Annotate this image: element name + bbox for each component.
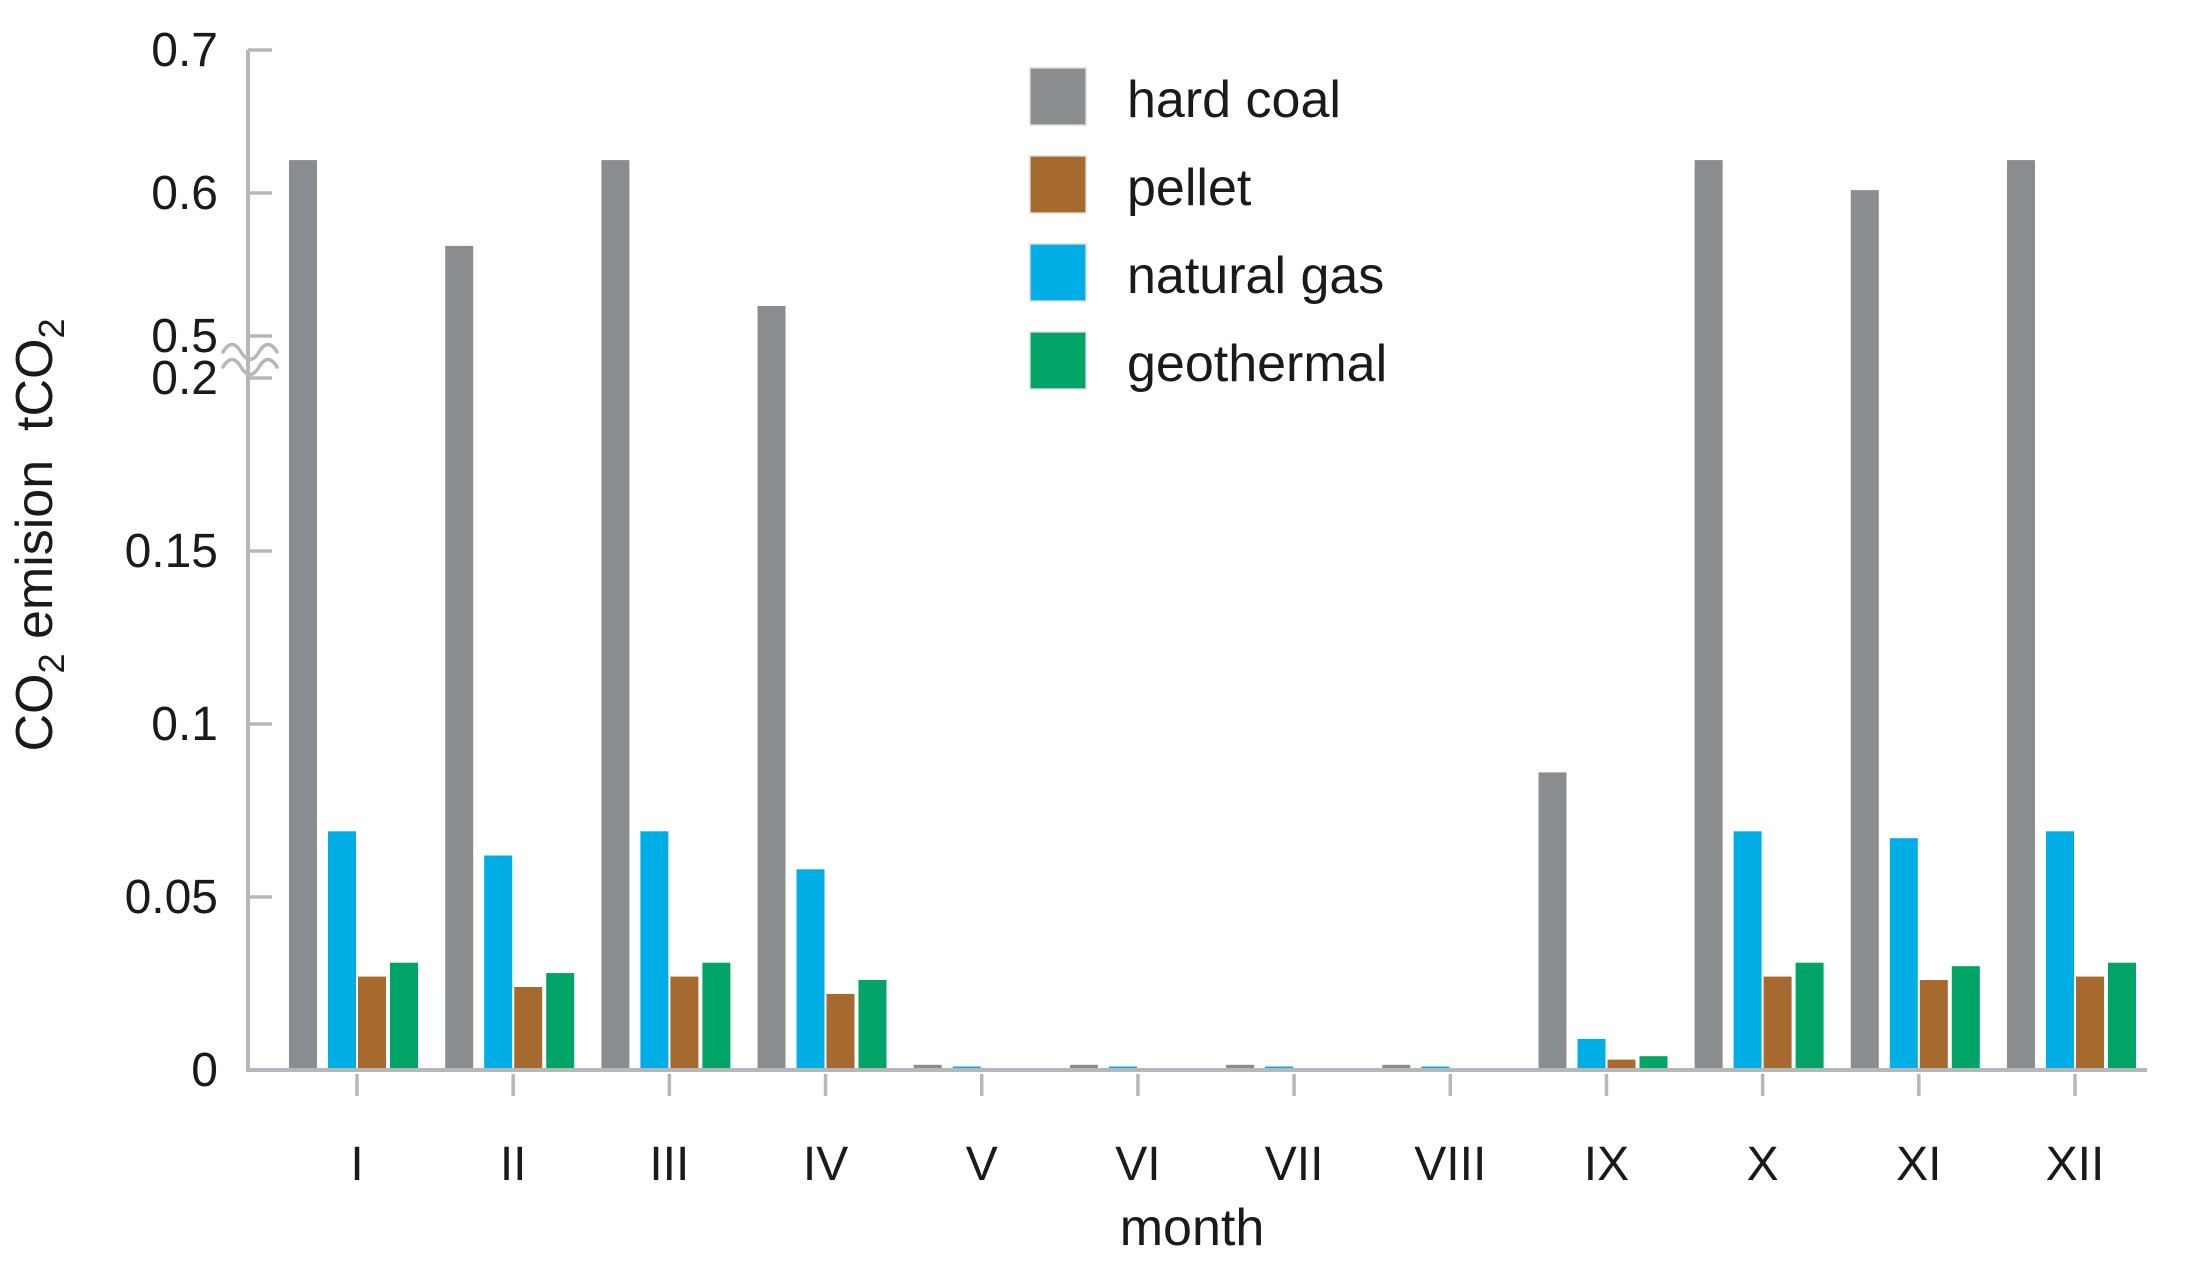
bar-pellet-XII — [2076, 976, 2104, 1072]
legend-swatch-hard-coal — [1029, 67, 1087, 126]
x-tick-label-XII: XII — [2046, 1138, 2105, 1191]
legend-label-pellet: pellet — [1127, 159, 1252, 217]
bar-natural-gas-XII — [2046, 831, 2074, 1072]
bar-geothermal-II — [546, 973, 575, 1072]
x-tick-label-I: I — [350, 1138, 363, 1191]
bar-hard-coal-I — [289, 160, 317, 1073]
y-tick-label-0.6: 0.6 — [151, 167, 218, 220]
x-axis-title: month — [1120, 1199, 1265, 1257]
legend: hard coal pellet natural gas geothermal — [1029, 67, 1387, 393]
legend-swatch-pellet — [1029, 155, 1087, 214]
bar-natural-gas-XI — [1889, 838, 1918, 1072]
axis-break-wave-1 — [221, 342, 279, 362]
x-tick-label-X: X — [1747, 1138, 1779, 1191]
legend-swatch-geothermal — [1029, 331, 1087, 390]
y-tick-label-0.5: 0.5 — [151, 310, 218, 363]
bar-geothermal-III — [702, 962, 731, 1072]
bar-natural-gas-IV — [796, 869, 825, 1072]
bar-hard-coal-IV — [757, 306, 786, 1072]
bars-layer — [289, 160, 2136, 1073]
tick-label-layer: 00.050.10.150.20.50.60.7I II III IV V VI VII VI… — [125, 24, 2105, 1191]
bar-geothermal-X — [1795, 962, 1824, 1072]
y-axis-title: CO2 emision tCO2 — [6, 318, 72, 751]
legend-item-natural-gas: natural gas — [1029, 243, 1384, 305]
y-tick-label-0.7: 0.7 — [151, 24, 218, 77]
bar-hard-coal-X — [1694, 160, 1723, 1073]
bar-pellet-X — [1763, 976, 1792, 1072]
y-tick-label-0.05: 0.05 — [125, 871, 218, 924]
x-tick-label-VIII: VIII — [1414, 1138, 1486, 1191]
y-tick-label-0.15: 0.15 — [125, 525, 218, 578]
bar-pellet-II — [514, 987, 543, 1072]
legend-label-hard-coal: hard coal — [1127, 71, 1341, 129]
legend-label-geothermal: geothermal — [1127, 335, 1387, 393]
bar-geothermal-I — [390, 962, 418, 1072]
bar-natural-gas-IX — [1577, 1038, 1606, 1072]
x-tick-label-III: III — [649, 1138, 689, 1191]
bar-pellet-III — [670, 976, 699, 1072]
bar-natural-gas-III — [640, 831, 669, 1072]
y-tick-label-0.1: 0.1 — [151, 698, 218, 751]
x-tick-label-IV: IV — [803, 1138, 848, 1191]
axis-layer — [221, 48, 2147, 1096]
legend-label-natural-gas: natural gas — [1127, 247, 1384, 305]
bar-natural-gas-X — [1733, 831, 1762, 1072]
bar-natural-gas-I — [328, 831, 356, 1072]
bar-geothermal-XII — [2108, 962, 2136, 1072]
bar-hard-coal-XI — [1850, 190, 1879, 1073]
bar-hard-coal-IX — [1538, 772, 1567, 1072]
bar-pellet-XI — [1919, 980, 1948, 1072]
bar-hard-coal-II — [445, 245, 474, 1072]
x-tick-label-V: V — [966, 1138, 998, 1191]
y-tick-label-0.2: 0.2 — [151, 352, 218, 405]
bar-natural-gas-II — [484, 855, 513, 1072]
legend-item-pellet: pellet — [1029, 155, 1252, 217]
legend-item-hard-coal: hard coal — [1029, 67, 1341, 129]
y-tick-label-0: 0 — [191, 1044, 218, 1097]
x-tick-label-IX: IX — [1584, 1138, 1629, 1191]
bar-hard-coal-XII — [2007, 160, 2035, 1073]
legend-swatch-natural-gas — [1029, 243, 1087, 302]
bar-geothermal-XI — [1951, 966, 1980, 1072]
bar-geothermal-IV — [858, 980, 887, 1072]
bar-hard-coal-III — [601, 160, 630, 1073]
bar-pellet-IV — [826, 993, 855, 1072]
x-tick-label-XI: XI — [1896, 1138, 1941, 1191]
x-tick-label-VI: VI — [1115, 1138, 1160, 1191]
axis-break-wave-2 — [221, 357, 279, 377]
bar-pellet-I — [358, 976, 386, 1072]
x-tick-label-VII: VII — [1265, 1138, 1324, 1191]
x-tick-label-II: II — [500, 1138, 527, 1191]
legend-item-geothermal: geothermal — [1029, 331, 1387, 393]
